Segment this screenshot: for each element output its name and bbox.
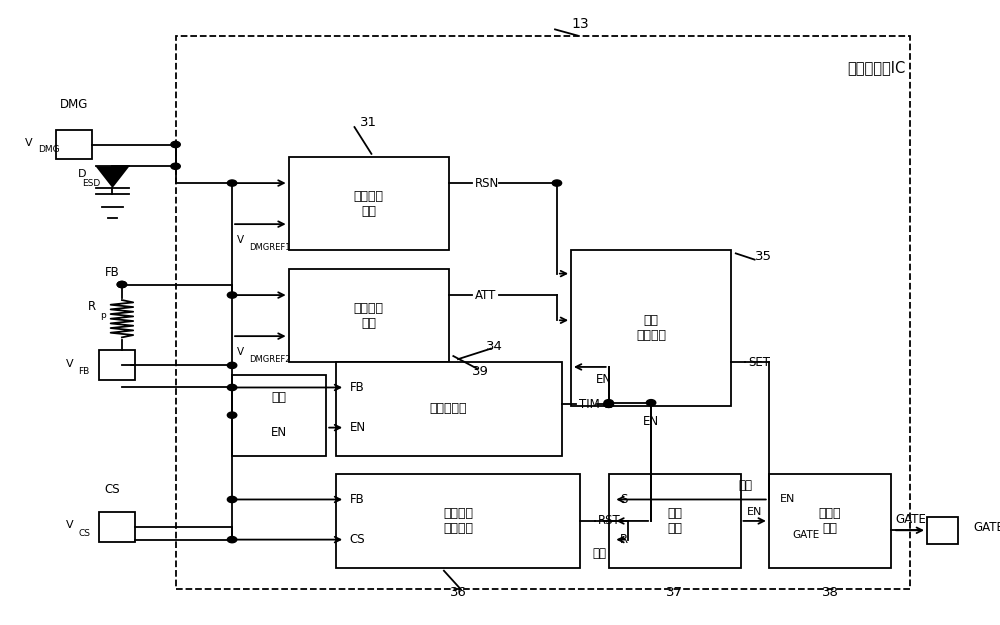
Text: 电源控制用IC: 电源控制用IC [847,61,905,76]
Text: 38: 38 [822,586,838,599]
Text: 13: 13 [572,17,589,31]
Bar [609,474,741,568]
Text: DMG: DMG [38,145,60,154]
Circle shape [604,401,613,408]
Text: ESD: ESD [82,179,100,188]
Circle shape [552,180,562,186]
Text: RSN: RSN [475,177,499,189]
Text: 37: 37 [666,586,683,599]
Text: TIM: TIM [579,398,599,411]
Text: GATE: GATE [896,512,927,526]
Bar [99,351,135,381]
Circle shape [227,180,237,186]
Bar [571,250,731,406]
Text: FB: FB [105,266,120,279]
Bar [289,157,449,250]
Text: V: V [25,138,33,148]
Text: FB: FB [350,381,365,394]
Text: 接通
控制电路: 接通 控制电路 [636,314,666,342]
Circle shape [604,401,613,408]
Text: ATT: ATT [475,289,496,302]
Text: 使能: 使能 [272,391,287,404]
Text: CS: CS [350,533,365,546]
Circle shape [227,292,237,298]
Polygon shape [96,166,129,188]
Text: EN: EN [643,415,659,428]
Circle shape [227,362,237,369]
Text: V: V [237,347,244,357]
Text: 定时器电路: 定时器电路 [430,402,467,416]
Text: 置位: 置位 [738,479,752,492]
Text: DMGREF2: DMGREF2 [249,355,291,364]
Circle shape [117,281,127,288]
Text: p: p [100,311,106,320]
Text: 35: 35 [755,250,772,263]
Text: GATE: GATE [973,521,1000,534]
Text: EN: EN [271,426,287,439]
Bar [232,375,326,456]
Text: CS: CS [105,483,120,496]
Circle shape [227,536,237,542]
Text: EN: EN [747,507,762,517]
Circle shape [604,401,613,408]
Bar [336,474,580,568]
Text: EN: EN [780,494,795,504]
Text: DMGREF1: DMGREF1 [249,243,291,252]
Text: DMG: DMG [60,98,88,111]
Circle shape [227,384,237,391]
Bar [176,36,910,589]
Text: 谐振检测
电路: 谐振检测 电路 [354,189,384,218]
Text: 39: 39 [472,365,489,378]
Bar [769,474,891,568]
Circle shape [171,141,180,148]
Text: CS: CS [79,529,91,538]
Text: V: V [65,520,73,530]
Text: S: S [620,493,627,506]
Circle shape [171,163,180,169]
Text: 复位: 复位 [592,547,606,560]
Text: V: V [237,235,244,245]
Text: 衰减检测
电路: 衰减检测 电路 [354,302,384,329]
Text: SET: SET [748,356,770,369]
Text: R: R [620,533,628,546]
Text: 36: 36 [450,586,466,599]
Text: 34: 34 [486,340,503,353]
Text: D: D [78,169,86,179]
Bar [99,512,135,542]
Text: FB: FB [79,367,90,376]
Text: EN: EN [596,373,612,386]
Text: 锁存
电路: 锁存 电路 [667,507,682,535]
Text: 断开触发
生成电路: 断开触发 生成电路 [443,507,473,535]
Circle shape [227,496,237,502]
Bar [289,269,449,362]
Bar [336,362,562,456]
Text: FB: FB [350,493,365,506]
Text: R: R [87,300,96,312]
Text: EN: EN [350,421,366,434]
Bar [927,517,958,544]
Circle shape [227,412,237,418]
Circle shape [604,399,613,406]
Text: 31: 31 [360,116,377,129]
Text: V: V [65,359,73,369]
Bar [56,129,92,159]
Text: RST: RST [597,514,620,528]
Circle shape [117,281,127,288]
Circle shape [646,399,656,406]
Text: 驱动器
电路: 驱动器 电路 [819,507,841,535]
Text: GATE: GATE [792,530,820,540]
